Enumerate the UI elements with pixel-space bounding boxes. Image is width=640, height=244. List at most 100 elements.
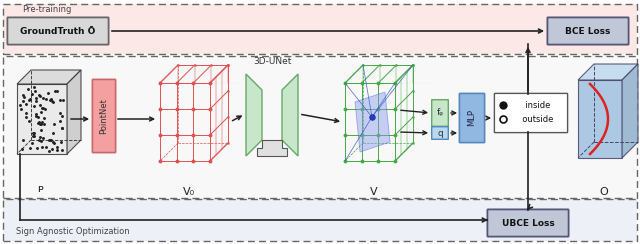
Bar (3, 199, 637, 241)
Point (36, 110, 46, 114)
Polygon shape (282, 74, 298, 156)
Point (39, 122, 49, 126)
Bar (3, 4, 637, 54)
Point (51, 89, 61, 93)
Point (15, 103, 25, 107)
Point (57, 114, 67, 118)
Text: Sign Agnostic Optimization: Sign Agnostic Optimization (16, 227, 130, 236)
Text: PointNet: PointNet (99, 98, 109, 134)
Text: ᴘ: ᴘ (37, 184, 43, 194)
Bar (3, 4, 637, 54)
Bar (3, 199, 637, 241)
Point (18, 93, 28, 97)
Bar (3, 56, 637, 198)
Point (58, 149, 68, 152)
Point (45, 97, 56, 101)
Point (38, 96, 48, 100)
Text: 3D-UNet: 3D-UNet (253, 58, 291, 67)
Polygon shape (17, 70, 81, 84)
FancyBboxPatch shape (92, 79, 116, 152)
Point (34, 120, 44, 124)
Point (20, 102, 31, 106)
Point (28, 133, 38, 137)
Polygon shape (257, 140, 287, 156)
Point (44, 138, 54, 142)
Point (35, 122, 45, 126)
Point (49, 122, 60, 126)
Point (27, 92, 37, 96)
Text: V: V (370, 187, 378, 197)
Point (31, 146, 42, 150)
Point (29, 86, 40, 90)
Point (30, 89, 40, 93)
Polygon shape (355, 92, 390, 152)
Point (47, 147, 57, 151)
Point (56, 126, 67, 130)
Point (28, 131, 38, 135)
Text: GroundTruth Ō: GroundTruth Ō (20, 27, 96, 35)
Point (52, 89, 62, 93)
Point (36, 128, 47, 132)
Text: Pre-training: Pre-training (22, 4, 72, 13)
Point (31, 112, 41, 116)
Point (40, 107, 51, 111)
Point (18, 138, 28, 142)
Point (33, 115, 44, 119)
Point (44, 149, 54, 152)
Point (19, 95, 29, 99)
Polygon shape (622, 64, 638, 158)
Text: inside: inside (520, 101, 550, 110)
FancyBboxPatch shape (547, 17, 628, 45)
Point (21, 111, 31, 115)
Polygon shape (246, 74, 262, 156)
Point (55, 119, 65, 122)
Point (29, 134, 39, 138)
Point (46, 138, 56, 142)
Point (27, 141, 37, 144)
Point (23, 87, 33, 91)
Point (47, 100, 57, 103)
Point (45, 139, 55, 142)
Point (35, 122, 45, 126)
Point (38, 136, 48, 140)
Text: outside: outside (517, 114, 553, 123)
Point (37, 106, 47, 110)
FancyBboxPatch shape (8, 17, 109, 45)
Point (55, 111, 65, 115)
Point (18, 99, 28, 103)
Point (16, 107, 26, 111)
Text: UBCE Loss: UBCE Loss (502, 218, 554, 227)
Polygon shape (578, 80, 622, 158)
Point (20, 115, 31, 119)
Point (55, 98, 65, 102)
Point (24, 98, 35, 102)
Point (56, 140, 66, 143)
Text: V₀: V₀ (183, 187, 195, 197)
Point (25, 146, 35, 150)
Point (57, 126, 67, 130)
Polygon shape (67, 70, 81, 154)
Point (43, 91, 53, 95)
Text: fᵩ: fᵩ (436, 109, 444, 118)
Point (52, 145, 63, 149)
Point (49, 141, 59, 145)
Polygon shape (578, 64, 638, 80)
Point (24, 119, 34, 123)
Point (35, 94, 45, 98)
Point (31, 96, 41, 100)
FancyBboxPatch shape (432, 100, 448, 126)
Point (25, 97, 35, 101)
Point (28, 104, 38, 108)
Point (36, 145, 47, 149)
Point (58, 98, 68, 102)
Point (35, 103, 45, 107)
FancyBboxPatch shape (432, 127, 448, 139)
Point (48, 100, 58, 104)
Point (36, 140, 46, 143)
Text: MLP: MLP (467, 110, 477, 126)
Point (38, 116, 49, 120)
Point (45, 98, 55, 102)
FancyBboxPatch shape (494, 93, 568, 132)
FancyBboxPatch shape (460, 93, 484, 142)
Point (42, 145, 52, 149)
